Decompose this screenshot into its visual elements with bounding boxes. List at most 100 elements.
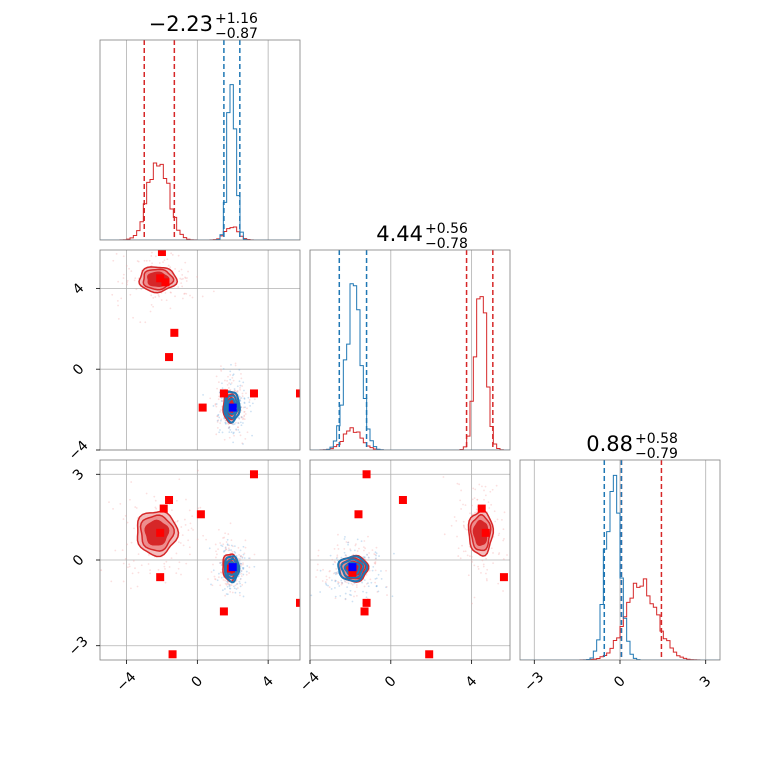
sample-dot — [366, 553, 368, 556]
sample-dot — [219, 368, 222, 371]
sample-dot — [217, 414, 219, 417]
sample-dot — [180, 278, 183, 281]
sample-dot — [484, 485, 487, 488]
sample-dot — [239, 585, 242, 588]
sample-dot — [233, 545, 236, 548]
sample-dot — [485, 572, 487, 575]
panel-title-value: 0.88 — [586, 432, 633, 456]
sample-dot — [471, 602, 473, 605]
sample-dot — [232, 379, 235, 382]
sample-dot — [347, 541, 350, 544]
red-square-marker — [168, 650, 177, 659]
sample-dot — [137, 571, 140, 574]
sample-dot — [229, 583, 232, 586]
sample-dot — [238, 368, 241, 371]
sample-dot — [168, 566, 171, 568]
sample-dot — [114, 549, 117, 552]
sample-dot — [367, 585, 370, 588]
sample-dot — [350, 594, 352, 597]
sample-dot — [184, 524, 187, 526]
sample-dot — [368, 556, 370, 559]
sample-dot — [227, 387, 230, 389]
sample-dot — [477, 565, 479, 568]
red-square-marker — [296, 598, 300, 607]
sample-dot — [154, 255, 157, 258]
sample-dot — [377, 590, 380, 593]
sample-dot — [120, 297, 123, 300]
sample-dot — [233, 388, 236, 390]
sample-dot — [219, 409, 222, 412]
sample-dot — [187, 539, 190, 542]
contour-series_a — [337, 555, 369, 583]
sample-dot — [502, 539, 505, 542]
sample-dot — [185, 498, 187, 501]
sample-dot — [237, 422, 240, 424]
sample-dot — [134, 506, 137, 508]
sample-dot — [497, 553, 500, 556]
sample-dot — [363, 556, 366, 559]
sample-dot — [239, 434, 242, 437]
sample-dot — [163, 565, 166, 568]
sample-dot — [190, 527, 193, 530]
sample-dot — [241, 557, 244, 559]
sample-dot — [386, 594, 388, 596]
sample-dot — [167, 264, 170, 267]
sample-dot — [153, 495, 156, 498]
sample-dot — [177, 541, 180, 544]
sample-dot — [240, 416, 243, 418]
sample-dot — [241, 584, 244, 586]
sample-dot — [140, 288, 143, 291]
sample-dot — [346, 586, 349, 589]
sample-dot — [226, 580, 228, 583]
sample-dot — [129, 293, 132, 296]
sample-dot — [235, 428, 238, 431]
red-square-marker — [219, 607, 228, 616]
sample-dot — [185, 280, 188, 282]
sample-dot — [464, 504, 467, 507]
sample-dot — [456, 482, 459, 485]
scatter-panel-content — [100, 469, 300, 659]
sample-dot — [227, 427, 230, 430]
sample-dot — [334, 572, 336, 574]
sample-dot — [385, 586, 387, 589]
sample-dot — [232, 441, 235, 444]
sample-dot — [340, 556, 343, 559]
sample-dot — [240, 424, 243, 427]
sample-dot — [362, 590, 364, 593]
sample-dot — [240, 416, 243, 418]
sample-dot — [363, 585, 366, 588]
sample-dot — [375, 554, 377, 557]
sample-dot — [374, 569, 377, 572]
sample-dot — [244, 437, 247, 440]
sample-dot — [473, 497, 476, 500]
sample-dot — [242, 553, 245, 556]
sample-dot — [238, 553, 241, 556]
sample-dot — [450, 524, 453, 527]
panel-frame — [99, 249, 301, 451]
sample-dot — [187, 270, 189, 273]
sample-dot — [380, 570, 382, 572]
sample-dot — [393, 552, 395, 555]
sample-dot — [334, 587, 336, 589]
sample-dot — [246, 431, 249, 434]
sample-dot — [472, 487, 475, 490]
sample-dot — [181, 534, 184, 537]
red-square-marker — [170, 328, 179, 337]
sample-dot — [228, 431, 231, 434]
sample-dot — [220, 365, 222, 368]
sample-dot — [220, 370, 223, 372]
sample-dot — [191, 296, 194, 299]
sample-dot — [239, 564, 242, 567]
sample-dot — [108, 501, 110, 504]
sample-dot — [336, 544, 339, 547]
sample-dot — [224, 379, 226, 382]
sample-dot — [470, 555, 473, 558]
red-square-marker — [219, 389, 228, 398]
sample-dot — [355, 586, 358, 589]
sample-dot — [375, 585, 378, 588]
sample-dot — [322, 568, 324, 571]
sample-dot — [338, 585, 341, 587]
sample-dot — [229, 373, 232, 376]
sample-dot — [374, 553, 377, 556]
